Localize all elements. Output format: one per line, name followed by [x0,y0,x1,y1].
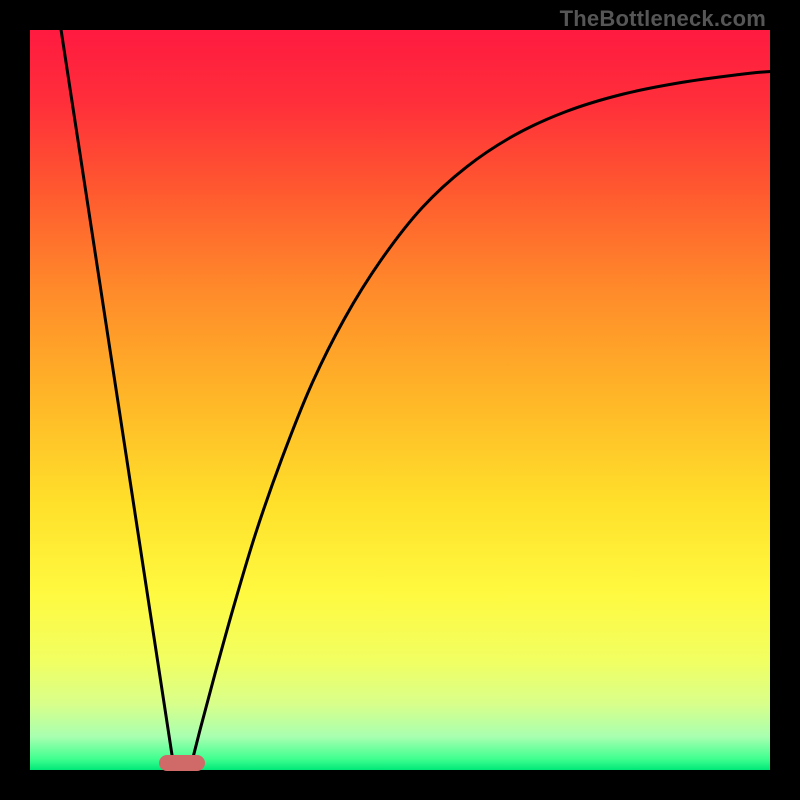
plot-area [30,30,770,770]
chart-frame: TheBottleneck.com [0,0,800,800]
bottleneck-curve [30,30,770,770]
optimal-marker [159,755,205,771]
watermark-text: TheBottleneck.com [560,6,766,32]
